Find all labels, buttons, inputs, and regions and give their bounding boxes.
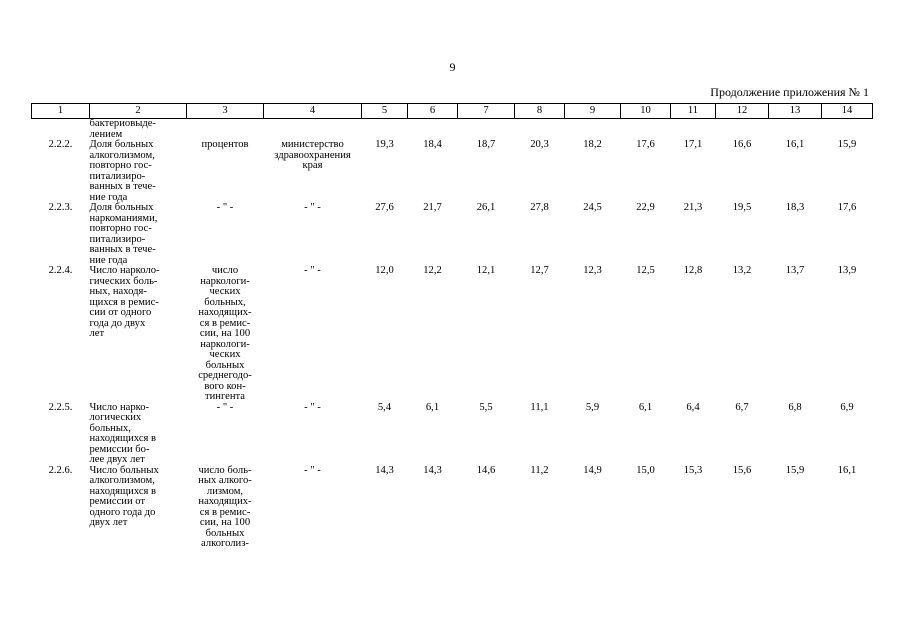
value-cell: 13,2 [732, 265, 752, 276]
value-cell: 15,9 [785, 464, 805, 476]
responsible-body: - " - [304, 202, 321, 213]
table-row: 2.2.2. Доля больных алкоголизмом, повтор… [32, 139, 873, 203]
value-cell: 20,3 [530, 139, 549, 150]
value-cell: 11,1 [530, 401, 549, 413]
value-cell: 12,2 [423, 265, 442, 276]
value-cell: 19,5 [732, 202, 752, 213]
value-cell: 12,1 [476, 265, 496, 276]
table-row: 2.2.4. Число нарколо- гических боль- ных… [32, 265, 873, 403]
value-cell: 19,3 [375, 139, 394, 150]
unit-of-measure: - " - [216, 401, 234, 413]
value-cell: 16,1 [837, 464, 857, 476]
column-number: 4 [263, 103, 362, 119]
indicator-table: 1 2 3 4 5 6 7 8 9 10 11 12 13 14 бактери… [31, 103, 873, 550]
responsible-body: - " - [304, 401, 321, 413]
value-cell: 13,9 [837, 265, 857, 276]
unit-of-measure: число наркологи- ческих больных, находящ… [198, 265, 252, 402]
value-cell: 15,0 [636, 464, 655, 476]
value-cell: 17,6 [636, 139, 655, 150]
value-cell: 6,7 [735, 401, 749, 413]
column-number: 8 [514, 103, 565, 119]
column-number: 10 [620, 103, 671, 119]
value-cell: 12,0 [375, 265, 394, 276]
value-cell: 12,3 [583, 265, 602, 276]
value-cell: 18,7 [476, 139, 496, 150]
value-cell: 15,3 [683, 464, 703, 476]
value-cell: 16,1 [785, 139, 805, 150]
value-cell: 14,9 [583, 464, 602, 476]
indicator-name: Число нарко- логических больных, находящ… [89, 401, 157, 465]
indicator-name-fragment: бактериовыде- лением [89, 118, 156, 140]
value-cell: 24,5 [583, 202, 602, 213]
indicator-name: Доля больных алкоголизмом, повторно гос-… [89, 139, 156, 203]
row-code: 2.2.6. [48, 464, 73, 476]
value-cell: 11,2 [530, 464, 549, 476]
unit-of-measure: - " - [216, 202, 234, 213]
column-number: 9 [564, 103, 621, 119]
value-cell: 27,8 [530, 202, 549, 213]
column-number: 7 [457, 103, 515, 119]
value-cell: 26,1 [476, 202, 496, 213]
value-cell: 12,7 [530, 265, 549, 276]
unit-of-measure: число боль- ных алкого- лизмом, находящи… [198, 464, 252, 549]
value-cell: 6,1 [638, 401, 653, 413]
value-cell: 27,6 [375, 202, 394, 213]
value-cell: 17,6 [837, 202, 857, 213]
row-code: 2.2.3. [48, 202, 73, 213]
value-cell: 15,6 [732, 464, 752, 476]
value-cell: 18,4 [423, 139, 442, 150]
column-number: 13 [768, 103, 822, 119]
continued-row-fragment: бактериовыде- лением [32, 118, 873, 141]
value-cell: 6,4 [686, 401, 700, 413]
continuation-title: Продолжение приложения № 1 [710, 85, 869, 99]
column-number: 6 [407, 103, 458, 119]
row-code: 2.2.5. [48, 401, 73, 413]
value-cell: 12,5 [636, 265, 655, 276]
column-number: 2 [89, 103, 187, 119]
value-cell: 15,9 [837, 139, 857, 150]
value-cell: 6,9 [840, 401, 854, 413]
column-number: 5 [361, 103, 408, 119]
table-row: 2.2.5. Число нарко- логических больных, … [32, 401, 873, 466]
responsible-body: министерство здравоохранения края [274, 139, 351, 171]
indicator-name: Число нарколо- гических боль- ных, наход… [89, 265, 160, 339]
column-number-row: 1 2 3 4 5 6 7 8 9 10 11 12 13 14 [31, 103, 873, 119]
value-cell: 21,7 [423, 202, 442, 213]
value-cell: 16,6 [732, 139, 752, 150]
value-cell: 6,1 [425, 401, 440, 413]
value-cell: 5,4 [377, 401, 392, 413]
value-cell: 17,1 [683, 139, 703, 150]
column-number: 3 [186, 103, 264, 119]
page-number: 9 [449, 60, 456, 74]
value-cell: 22,9 [636, 202, 655, 213]
value-cell: 5,9 [585, 401, 600, 413]
column-number: 14 [821, 103, 873, 119]
table-row: 2.2.6. Число больных алкоголизмом, наход… [32, 464, 873, 550]
value-cell: 6,8 [788, 401, 802, 413]
value-cell: 14,6 [476, 464, 496, 476]
row-code: 2.2.2. [48, 139, 73, 150]
unit-of-measure: процентов [201, 139, 249, 150]
indicator-name: Число больных алкоголизмом, находящихся … [89, 464, 159, 528]
table-row: 2.2.3. Доля больных наркоманиями, повтор… [32, 202, 873, 266]
value-cell: 14,3 [375, 464, 394, 476]
column-number: 1 [31, 103, 90, 119]
value-cell: 18,2 [583, 139, 602, 150]
column-number: 12 [715, 103, 769, 119]
value-cell: 13,7 [785, 265, 805, 276]
responsible-body: - " - [304, 464, 321, 476]
value-cell: 12,8 [683, 265, 703, 276]
column-number: 11 [670, 103, 716, 119]
responsible-body: - " - [304, 265, 321, 276]
row-code: 2.2.4. [48, 265, 73, 276]
value-cell: 21,3 [683, 202, 703, 213]
value-cell: 5,5 [479, 401, 493, 413]
value-cell: 14,3 [423, 464, 442, 476]
value-cell: 18,3 [785, 202, 805, 213]
indicator-name: Доля больных наркоманиями, повторно гос-… [89, 202, 158, 266]
